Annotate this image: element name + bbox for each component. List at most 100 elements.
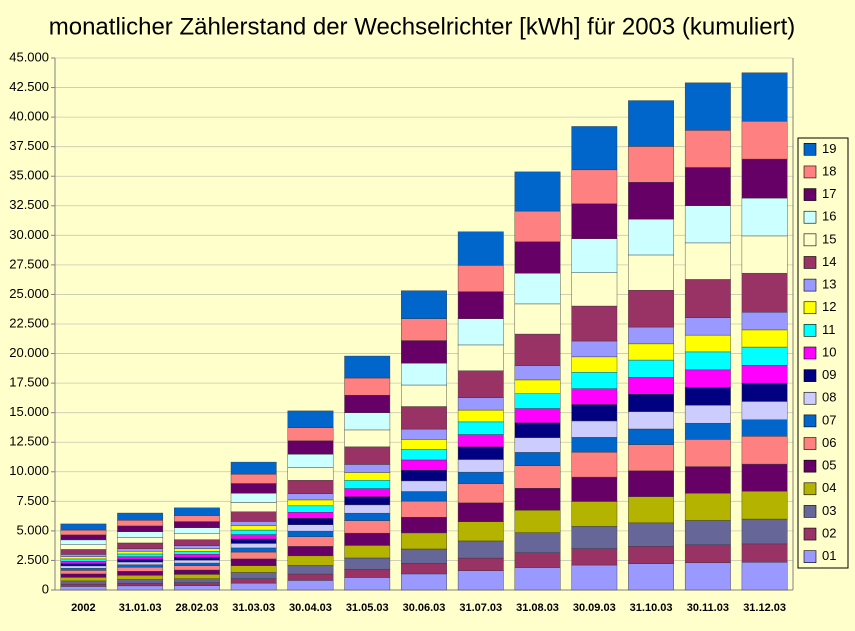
bar-segment (457, 231, 504, 266)
bar-segment (514, 393, 561, 409)
bar-segment (684, 351, 731, 371)
y-tick-label: 45.000 (9, 49, 49, 64)
x-tick-label: 31.08.03 (516, 602, 559, 614)
bar-segment (514, 273, 561, 305)
bar-segment (628, 563, 674, 591)
bar-segment (457, 344, 504, 371)
bar-segment (344, 568, 391, 578)
bar-segment (514, 171, 561, 212)
bar-segment (174, 507, 220, 516)
legend-swatch (803, 165, 817, 179)
bar-segment (344, 545, 391, 559)
bar-segment (457, 421, 504, 435)
bar-segment (117, 556, 164, 560)
bar-segment (741, 463, 788, 492)
bar-segment (117, 564, 164, 568)
bar-segment (174, 569, 220, 575)
bar-segment (287, 546, 334, 557)
bar-segment (401, 500, 447, 518)
bar-segment (457, 557, 504, 571)
bar-segment (514, 210, 561, 242)
bar-segment (287, 454, 334, 468)
bar-segment (628, 146, 674, 183)
bar-segment (628, 428, 674, 445)
bar-segment (571, 126, 618, 171)
bar-segment (287, 410, 334, 428)
bar-segment (514, 488, 561, 511)
bar-segment (401, 548, 447, 564)
y-tick-label: 0 (42, 581, 49, 596)
bar-segment (741, 235, 788, 274)
bar-segment (457, 471, 504, 484)
legend-label: 16 (822, 209, 836, 224)
legend-swatch (803, 233, 817, 247)
bar-segment (684, 130, 731, 168)
bar-segment (571, 238, 618, 273)
bar-segment (571, 305, 618, 342)
bar-segment (174, 539, 220, 546)
bar-segment (287, 518, 334, 525)
bar-segment (117, 561, 164, 565)
bar-segment (287, 524, 334, 532)
bar-segment (741, 121, 788, 160)
bar-segment (174, 559, 220, 564)
bar-segment (571, 340, 618, 358)
bar-segment (571, 404, 618, 422)
y-tick-label: 30.000 (9, 227, 49, 242)
bar-segment (344, 412, 391, 431)
y-tick-label: 37.500 (9, 138, 49, 153)
bar-segment (628, 394, 674, 412)
y-tick-label: 15.000 (9, 404, 49, 419)
bar-segment (230, 551, 277, 560)
bar-segment (230, 558, 277, 566)
bar-segment (571, 501, 618, 527)
bar-segment (457, 434, 504, 448)
bar-segment (401, 318, 447, 341)
bar-segment (117, 512, 164, 521)
legend-label: 09 (822, 367, 836, 382)
legend-swatch (803, 210, 817, 224)
bar-segment (401, 340, 447, 364)
y-tick-label: 42.500 (9, 79, 49, 94)
legend-swatch (803, 369, 817, 382)
bar-segment (457, 409, 504, 423)
y-tick-label: 10.000 (9, 463, 49, 478)
legend-label: 05 (822, 458, 836, 473)
legend-swatch (803, 459, 817, 473)
bar-segment (287, 499, 334, 507)
bar-segment (117, 553, 164, 557)
bar-segment (174, 556, 220, 561)
bar-segment (628, 522, 674, 547)
bar-segment (287, 512, 334, 519)
bar-segment (628, 470, 674, 497)
bar-segment (401, 406, 447, 430)
x-tick-label: 31.03.03 (232, 602, 275, 614)
bar-segment (571, 564, 618, 591)
legend-label: 07 (822, 412, 836, 427)
bar-segment (741, 158, 788, 199)
bar-segment (344, 488, 391, 497)
bar-segment (230, 521, 277, 527)
legend-label: 14 (822, 254, 836, 269)
chart-title: monatlicher Zählerstand der Wechselricht… (49, 13, 796, 40)
bar-segment (741, 419, 788, 437)
bar-segment (741, 543, 788, 563)
bar-segment (60, 580, 107, 585)
bar-segment (741, 329, 788, 348)
legend-label: 01 (822, 548, 836, 563)
bar-segment (344, 446, 391, 465)
bar-segment (117, 566, 164, 572)
bar-segment (514, 452, 561, 466)
x-tick-label: 28.02.03 (176, 602, 219, 614)
bar-segment (230, 461, 277, 475)
bar-segment (741, 382, 788, 402)
bar-segment (60, 577, 107, 582)
bar-segment (741, 365, 788, 384)
bar-segment (514, 567, 561, 591)
x-tick-label: 30.06.03 (403, 602, 446, 614)
bar-segment (401, 449, 447, 461)
y-tick-label: 12.500 (9, 434, 49, 449)
y-tick-label: 20.000 (9, 345, 49, 360)
bar-segment (287, 580, 334, 591)
bar-segment (514, 510, 561, 533)
